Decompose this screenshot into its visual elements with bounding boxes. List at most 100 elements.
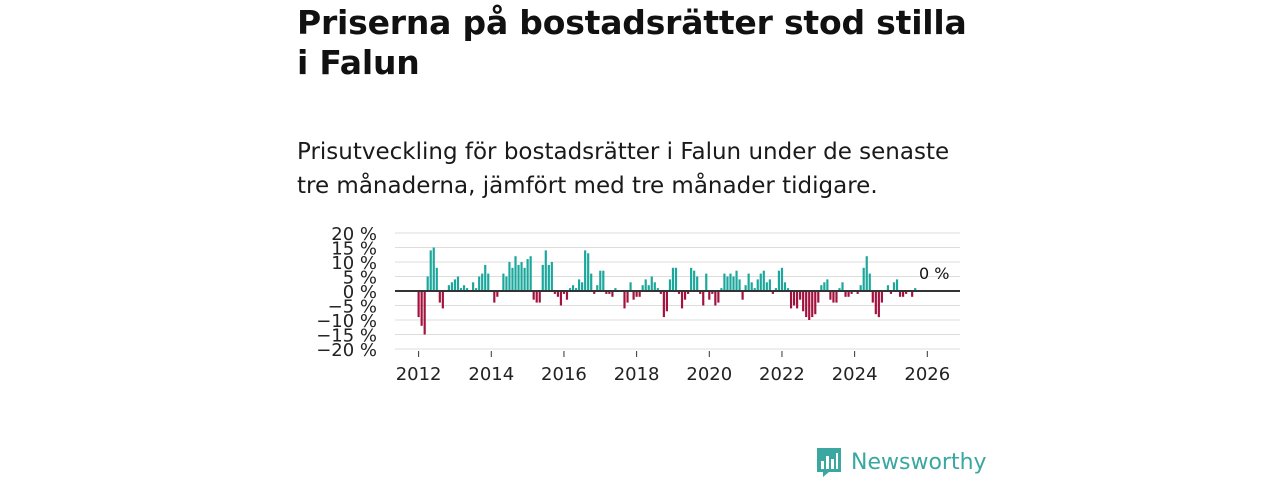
bar xyxy=(895,279,899,291)
bar xyxy=(850,291,853,294)
bar xyxy=(753,288,756,291)
bar xyxy=(859,285,862,291)
bar xyxy=(511,267,514,291)
bar xyxy=(901,291,905,297)
bar xyxy=(750,282,753,291)
bar xyxy=(799,291,802,300)
latest-value-annotation: 0 % xyxy=(919,264,949,283)
bar xyxy=(780,267,784,291)
bar xyxy=(632,291,635,300)
bar xyxy=(687,291,690,294)
bar xyxy=(886,285,890,291)
bar xyxy=(420,291,423,326)
bar xyxy=(629,282,632,291)
bar xyxy=(593,291,596,294)
bar xyxy=(635,291,638,297)
bar xyxy=(514,256,517,291)
bar xyxy=(650,276,653,291)
bar xyxy=(792,291,796,306)
bar xyxy=(475,288,478,291)
bar xyxy=(844,291,847,297)
bar xyxy=(723,273,726,291)
bar xyxy=(626,291,629,303)
bar xyxy=(690,267,693,291)
bar xyxy=(865,256,868,291)
bar xyxy=(574,288,578,291)
bar xyxy=(817,291,820,303)
bar xyxy=(659,291,662,294)
bar xyxy=(905,291,908,294)
bar xyxy=(732,276,735,291)
bar xyxy=(814,291,817,315)
bar xyxy=(611,291,614,297)
y-tick-label: 0 % xyxy=(343,282,377,303)
bar xyxy=(571,285,575,291)
bar xyxy=(856,291,859,294)
bar xyxy=(711,291,714,294)
bar xyxy=(677,291,681,294)
bar xyxy=(484,264,487,291)
chart-subtitle: Prisutveckling för bostadsrätter i Falun… xyxy=(297,139,950,199)
bar xyxy=(587,253,590,291)
bar xyxy=(874,291,877,315)
y-tick-label: −10 % xyxy=(316,311,377,332)
newsworthy-brand[interactable]: Newsworthy xyxy=(815,446,987,478)
bar xyxy=(505,276,508,291)
bar xyxy=(762,270,765,291)
page-title: Priserna på bostadsrätter stod stilla i … xyxy=(297,3,967,82)
bar xyxy=(914,288,917,291)
bar xyxy=(647,285,650,291)
y-tick-label: −15 % xyxy=(316,326,377,347)
bar xyxy=(638,291,641,297)
bar xyxy=(565,291,569,300)
bar xyxy=(756,279,759,291)
bar xyxy=(714,291,717,306)
bar xyxy=(823,282,826,291)
bar xyxy=(771,291,774,294)
bar xyxy=(735,270,738,291)
bar xyxy=(550,262,553,291)
bar xyxy=(726,276,729,291)
bar xyxy=(447,285,450,291)
bar xyxy=(805,291,808,318)
y-tick-label: 15 % xyxy=(331,239,377,260)
bar xyxy=(656,288,659,291)
bar xyxy=(508,262,511,291)
bar xyxy=(802,291,805,312)
bar xyxy=(535,291,538,303)
bar xyxy=(835,291,838,303)
bar xyxy=(532,291,535,300)
bar xyxy=(720,288,723,291)
bar xyxy=(738,279,741,291)
bar xyxy=(717,291,720,303)
bar xyxy=(671,267,675,291)
bar xyxy=(520,262,523,291)
bar xyxy=(892,282,896,291)
bar xyxy=(668,279,672,291)
bar xyxy=(559,291,563,306)
bar xyxy=(465,288,469,291)
bar xyxy=(487,273,490,291)
x-tick-label: 2014 xyxy=(468,364,514,385)
bar xyxy=(602,270,605,291)
bar xyxy=(653,282,656,291)
bar xyxy=(450,282,454,291)
bar xyxy=(429,250,432,291)
bar xyxy=(699,291,702,294)
bar xyxy=(438,291,441,303)
bar xyxy=(826,279,829,291)
bar xyxy=(432,247,435,291)
bar xyxy=(708,291,711,300)
bar xyxy=(683,291,687,300)
bar xyxy=(544,250,547,291)
bar xyxy=(608,291,611,294)
bar xyxy=(462,285,466,291)
bar xyxy=(456,276,460,291)
x-tick-label: 2016 xyxy=(541,364,587,385)
bar xyxy=(644,279,647,291)
bar xyxy=(693,270,696,291)
newsworthy-logo-icon xyxy=(817,448,841,477)
bar xyxy=(796,291,799,309)
bar xyxy=(502,273,505,291)
bar xyxy=(696,276,699,291)
